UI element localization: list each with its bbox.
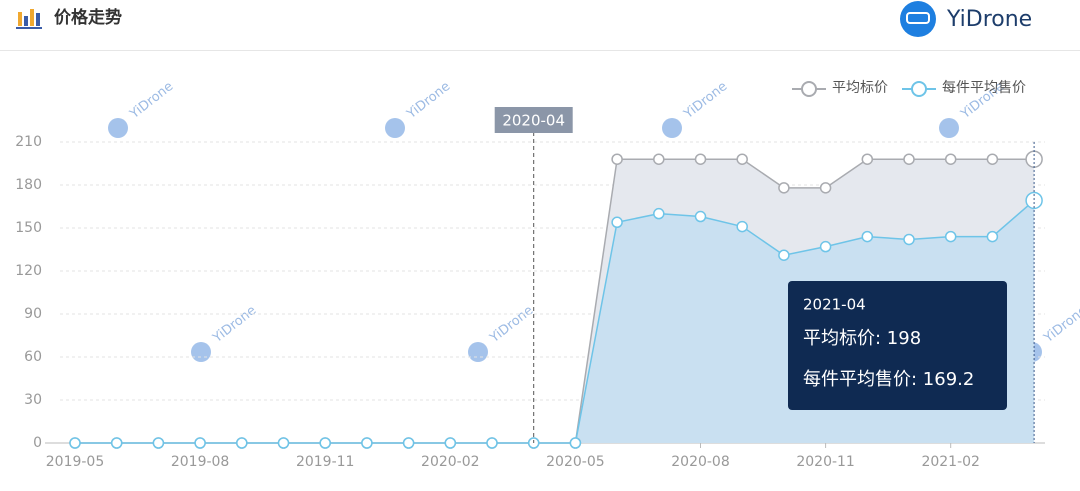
data-point bbox=[486, 437, 498, 449]
data-point bbox=[444, 437, 457, 449]
legend-label: 平均标价 bbox=[832, 80, 888, 96]
data-point bbox=[319, 437, 331, 449]
data-point bbox=[69, 437, 81, 449]
x-tick-label: 2021-02 bbox=[921, 454, 980, 470]
data-point bbox=[944, 230, 957, 243]
watermark-logo bbox=[108, 118, 128, 138]
data-point bbox=[611, 153, 623, 165]
data-point bbox=[1025, 191, 1043, 210]
title-icon bbox=[16, 9, 42, 29]
data-point bbox=[694, 210, 707, 223]
data-point bbox=[194, 437, 206, 449]
crosshair-label-box bbox=[494, 107, 573, 133]
watermark-logo bbox=[385, 118, 405, 138]
data-point bbox=[402, 437, 415, 449]
data-point bbox=[819, 182, 832, 194]
data-point bbox=[986, 230, 999, 243]
data-point bbox=[152, 437, 165, 449]
legend-marker bbox=[801, 81, 817, 97]
data-point bbox=[736, 153, 748, 165]
brand-name: YiDrone bbox=[946, 7, 1032, 32]
tooltip-line: 平均标价: 198 bbox=[803, 328, 921, 349]
x-tick-label: 2020-08 bbox=[671, 454, 730, 470]
tooltip-box bbox=[788, 281, 1007, 410]
data-point bbox=[653, 153, 665, 165]
tooltip-line: 每件平均售价: 169.2 bbox=[803, 369, 974, 390]
tooltip-title: 2021-04 bbox=[803, 296, 866, 314]
watermark-logo bbox=[939, 118, 959, 138]
x-tick-label: 2019-05 bbox=[46, 454, 105, 470]
data-point bbox=[236, 437, 248, 449]
watermark: YiDrone bbox=[681, 79, 731, 122]
watermark-logo bbox=[191, 342, 211, 362]
x-tick-label: 2019-11 bbox=[296, 454, 355, 470]
x-tick-label: 2020-05 bbox=[546, 454, 605, 470]
y-tick-label: 210 bbox=[15, 134, 42, 150]
y-tick-label: 150 bbox=[15, 220, 42, 236]
data-point bbox=[277, 437, 290, 449]
y-tick-label: 60 bbox=[24, 349, 42, 365]
data-point bbox=[861, 153, 874, 165]
watermark: YiDrone bbox=[127, 79, 177, 122]
data-point bbox=[110, 437, 123, 449]
data-point bbox=[861, 230, 874, 243]
y-tick-label: 30 bbox=[24, 392, 42, 408]
y-tick-label: 0 bbox=[33, 435, 42, 451]
data-point bbox=[944, 153, 957, 165]
watermark: YiDrone bbox=[1041, 303, 1080, 346]
data-point bbox=[736, 220, 748, 233]
series-line bbox=[75, 199, 1035, 444]
watermark: YiDrone bbox=[404, 79, 454, 122]
watermark-logo bbox=[468, 342, 488, 362]
brand-logo-drone bbox=[906, 12, 930, 24]
data-point bbox=[569, 437, 582, 449]
data-point bbox=[819, 240, 832, 253]
watermark: YiDrone bbox=[487, 303, 537, 346]
data-point bbox=[903, 233, 915, 246]
data-point bbox=[778, 182, 790, 194]
y-tick-label: 120 bbox=[15, 263, 42, 279]
data-point bbox=[778, 249, 790, 261]
y-tick-label: 90 bbox=[24, 306, 42, 322]
legend-label: 每件平均售价 bbox=[942, 80, 1026, 96]
y-tick-label: 180 bbox=[15, 177, 42, 193]
x-tick-label: 2019-08 bbox=[171, 454, 230, 470]
data-point bbox=[361, 437, 373, 449]
data-point bbox=[986, 153, 999, 165]
crosshair-label: 2020-04 bbox=[502, 112, 565, 130]
x-tick-label: 2020-11 bbox=[796, 454, 855, 470]
data-point bbox=[611, 216, 623, 229]
data-point bbox=[903, 153, 915, 165]
watermark: YiDrone bbox=[210, 303, 260, 346]
data-point bbox=[694, 153, 707, 165]
page-title: 价格走势 bbox=[54, 7, 122, 28]
watermark-logo bbox=[662, 118, 682, 138]
legend-marker bbox=[911, 81, 927, 97]
x-tick-label: 2020-02 bbox=[421, 454, 480, 470]
brand-logo bbox=[900, 1, 936, 37]
data-point bbox=[653, 207, 665, 220]
